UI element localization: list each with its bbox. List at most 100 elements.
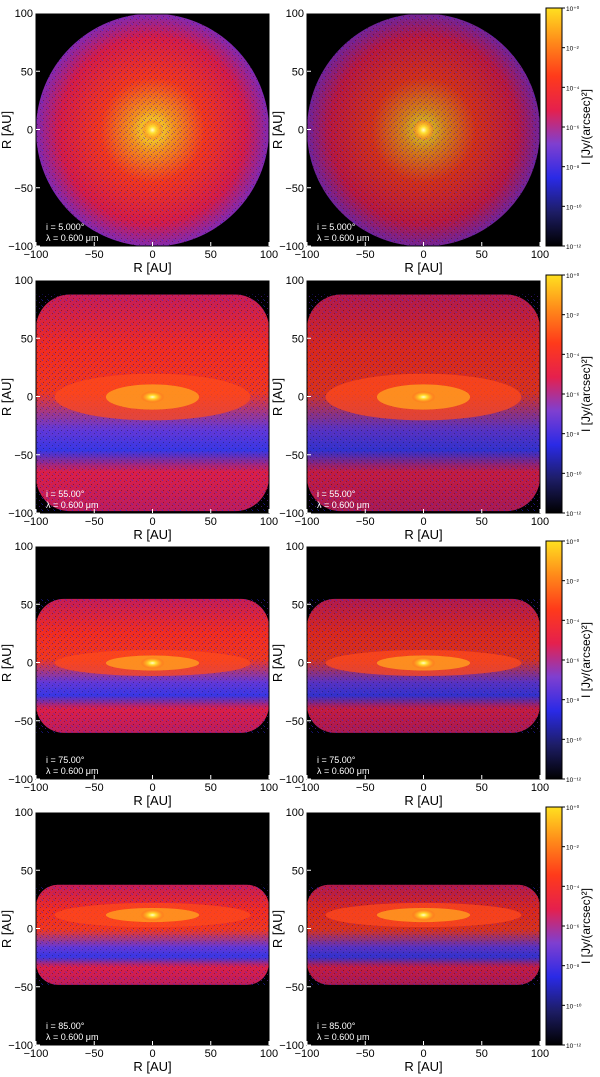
y-tick-label: −50 bbox=[14, 450, 33, 462]
x-tick-label: 100 bbox=[531, 249, 549, 261]
y-tick-label: 0 bbox=[27, 924, 33, 936]
colorbar-tick-label: 10⁻⁸ bbox=[566, 964, 580, 971]
x-tick-label: 0 bbox=[149, 249, 155, 261]
panel-r3-c1: −100−100 −50 −50 0 0 50 50 100 100 R [AU] R [AU] i … bbox=[270, 807, 549, 1074]
y-tick-label: 100 bbox=[15, 8, 33, 20]
x-axis-label: R [AU] bbox=[133, 793, 171, 808]
x-tick-label: −100 bbox=[295, 516, 320, 528]
x-tick-label: −100 bbox=[295, 1048, 320, 1060]
disk-image bbox=[307, 14, 540, 246]
y-axis-label: R [AU] bbox=[270, 644, 285, 682]
x-tick-label: 50 bbox=[476, 516, 488, 528]
panel-r2-c1: −100−100 −50 −50 0 0 50 50 100 100 R [AU] R [AU] i … bbox=[270, 541, 549, 808]
y-tick-label: 50 bbox=[292, 66, 304, 78]
x-tick-label: −50 bbox=[356, 782, 375, 794]
y-tick-label: −100 bbox=[8, 1040, 33, 1052]
colorbar-tick-label: 10⁻¹² bbox=[566, 1043, 582, 1050]
colorbar-tick-label: 10⁻⁶ bbox=[566, 924, 580, 931]
x-tick-label: 100 bbox=[260, 249, 278, 261]
panel-r0-c1: −100−100 −50 −50 0 0 50 50 100 100 R [AU] R [AU] i … bbox=[270, 8, 549, 275]
colorbar-tick-label: 10⁻⁴ bbox=[566, 85, 580, 92]
y-axis-label: R [AU] bbox=[0, 111, 14, 149]
y-tick-label: −100 bbox=[279, 774, 304, 786]
x-tick-label: 0 bbox=[420, 516, 426, 528]
y-axis-label: R [AU] bbox=[0, 644, 14, 682]
inclination-label: i = 85.00° bbox=[46, 1021, 85, 1031]
colorbar bbox=[545, 274, 563, 514]
x-axis-label: R [AU] bbox=[133, 260, 171, 275]
colorbar-r1: 10⁺⁰ 10⁻² 10⁻⁴ 10⁻⁶ 10⁻⁸ 10⁻¹⁰ 10⁻¹² I [Jy/(arc… bbox=[545, 272, 593, 518]
y-axis-label: R [AU] bbox=[270, 910, 285, 948]
x-tick-label: 50 bbox=[205, 782, 217, 794]
x-tick-label: −50 bbox=[85, 1048, 104, 1060]
y-tick-label: 0 bbox=[298, 658, 304, 670]
colorbar-tick-label: 10⁻¹² bbox=[566, 511, 582, 518]
x-tick-label: 0 bbox=[149, 782, 155, 794]
colorbar-tick-label: 10⁻¹² bbox=[566, 244, 582, 251]
colorbar bbox=[545, 806, 563, 1046]
disk-image bbox=[36, 294, 269, 512]
colorbar-r2: 10⁺⁰ 10⁻² 10⁻⁴ 10⁻⁶ 10⁻⁸ 10⁻¹⁰ 10⁻¹² I [Jy/(arc… bbox=[545, 538, 593, 784]
x-axis-label: R [AU] bbox=[133, 527, 171, 542]
colorbar-tick-label: 10⁻² bbox=[566, 46, 580, 53]
colorbar-tick-label: 10⁻² bbox=[566, 845, 580, 852]
colorbar-label: I [Jy/(arcsec)²] bbox=[579, 89, 593, 165]
colorbar bbox=[545, 540, 563, 780]
y-tick-label: −50 bbox=[285, 982, 304, 994]
y-tick-label: 0 bbox=[27, 392, 33, 404]
x-tick-label: 0 bbox=[149, 1048, 155, 1060]
y-tick-label: 100 bbox=[15, 807, 33, 819]
y-tick-label: 0 bbox=[298, 924, 304, 936]
disk-image bbox=[36, 14, 269, 246]
wavelength-label: λ = 0.600 μm bbox=[317, 766, 369, 776]
x-tick-label: −50 bbox=[85, 782, 104, 794]
y-tick-label: 100 bbox=[286, 8, 304, 20]
wavelength-label: λ = 0.600 μm bbox=[317, 500, 369, 510]
colorbars-layer: 10⁺⁰ 10⁻² 10⁻⁴ 10⁻⁶ 10⁻⁸ 10⁻¹⁰ 10⁻¹² I [Jy/(arc… bbox=[545, 5, 593, 1050]
x-tick-label: −100 bbox=[24, 782, 49, 794]
x-tick-label: 50 bbox=[205, 249, 217, 261]
y-tick-label: 100 bbox=[286, 275, 304, 287]
colorbar-tick-label: 10⁻² bbox=[566, 579, 580, 586]
y-tick-label: 50 bbox=[292, 333, 304, 345]
y-tick-label: 100 bbox=[286, 541, 304, 553]
y-tick-label: 0 bbox=[298, 392, 304, 404]
inclination-label: i = 5.000° bbox=[46, 222, 85, 232]
colorbar-tick-label: 10⁻¹⁰ bbox=[566, 470, 582, 478]
y-tick-label: 0 bbox=[27, 125, 33, 137]
disk-image bbox=[307, 598, 540, 733]
colorbar-tick-label: 10⁺⁰ bbox=[566, 5, 580, 13]
x-axis-label: R [AU] bbox=[133, 1059, 171, 1074]
x-tick-label: −50 bbox=[85, 249, 104, 261]
y-tick-label: 50 bbox=[21, 333, 33, 345]
disk-image bbox=[307, 884, 540, 985]
y-tick-label: 50 bbox=[21, 66, 33, 78]
colorbar-label: I [Jy/(arcsec)²] bbox=[579, 888, 593, 964]
y-tick-label: −100 bbox=[8, 774, 33, 786]
panel-r1-c1: −100−100 −50 −50 0 0 50 50 100 100 R [AU] R [AU] i … bbox=[270, 275, 549, 542]
disk-image bbox=[307, 294, 540, 512]
y-tick-label: 50 bbox=[292, 599, 304, 611]
x-tick-label: 50 bbox=[476, 1048, 488, 1060]
colorbar-r0: 10⁺⁰ 10⁻² 10⁻⁴ 10⁻⁶ 10⁻⁸ 10⁻¹⁰ 10⁻¹² I [Jy/(arc… bbox=[545, 5, 593, 251]
x-axis-label: R [AU] bbox=[404, 793, 442, 808]
y-tick-label: −50 bbox=[285, 450, 304, 462]
inclination-label: i = 85.00° bbox=[317, 1021, 356, 1031]
x-tick-label: 100 bbox=[260, 1048, 278, 1060]
colorbar-tick-label: 10⁻¹⁰ bbox=[566, 736, 582, 744]
inclination-label: i = 5.000° bbox=[317, 222, 356, 232]
wavelength-label: λ = 0.600 μm bbox=[46, 1032, 98, 1042]
inclination-label: i = 75.00° bbox=[317, 755, 356, 765]
panel-r1-c0: −100−100 −50 −50 0 0 50 50 100 100 R [AU] R [AU] i … bbox=[0, 275, 278, 542]
y-tick-label: 50 bbox=[21, 865, 33, 877]
disk-image bbox=[36, 884, 269, 985]
x-tick-label: −100 bbox=[295, 249, 320, 261]
panel-r0-c0: −100−100 −50 −50 0 0 50 50 100 100 R [AU] R [AU] i … bbox=[0, 8, 278, 275]
x-tick-label: −100 bbox=[24, 1048, 49, 1060]
wavelength-label: λ = 0.600 μm bbox=[317, 233, 369, 243]
x-tick-label: −100 bbox=[295, 782, 320, 794]
colorbar-tick-label: 10⁻⁸ bbox=[566, 432, 580, 439]
x-tick-label: −50 bbox=[356, 1048, 375, 1060]
